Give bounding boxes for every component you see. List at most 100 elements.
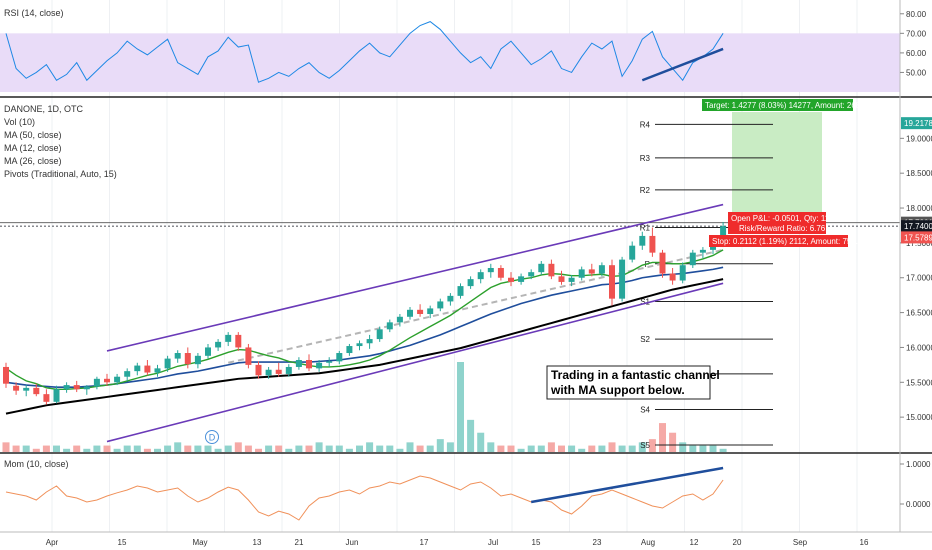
candle-body[interactable] bbox=[23, 387, 30, 391]
candle-body[interactable] bbox=[83, 386, 90, 390]
annotation-box[interactable]: Trading in a fantastic channel with MA s… bbox=[546, 365, 720, 400]
candle-body[interactable] bbox=[346, 346, 353, 354]
candle-body[interactable] bbox=[528, 272, 535, 277]
candle-body[interactable] bbox=[33, 387, 40, 395]
candle-body[interactable] bbox=[73, 385, 80, 390]
momentum-panel[interactable]: Mom (10, close) bbox=[4, 459, 724, 521]
candle-body[interactable] bbox=[669, 273, 676, 281]
candle-body[interactable] bbox=[629, 245, 636, 260]
candle-body[interactable] bbox=[144, 365, 151, 373]
price-badge[interactable] bbox=[901, 231, 932, 244]
candle-body[interactable] bbox=[93, 378, 100, 387]
candle-body[interactable] bbox=[598, 265, 605, 274]
position-labels[interactable]: Target: 1.4277 (8.03%) 14277, Amount: 26… bbox=[702, 99, 876, 247]
candle-body[interactable] bbox=[649, 235, 656, 253]
candle-body[interactable] bbox=[235, 334, 242, 348]
target-label-box[interactable] bbox=[702, 99, 853, 111]
stop-label-box[interactable] bbox=[709, 235, 848, 247]
candle-body[interactable] bbox=[467, 279, 474, 287]
mom-tick-label: 1.0000 bbox=[906, 460, 931, 469]
candle-body[interactable] bbox=[63, 385, 70, 390]
candle-body[interactable] bbox=[225, 334, 232, 342]
candle-body[interactable] bbox=[427, 308, 434, 314]
candle-body[interactable] bbox=[588, 269, 595, 274]
price-axis[interactable]: 80.00 70.00 60.00 50.00 19.0000 18.5000 18.000… bbox=[900, 10, 932, 509]
candle-body[interactable] bbox=[336, 353, 343, 362]
volume-bar bbox=[568, 445, 576, 452]
price-badge[interactable] bbox=[901, 220, 932, 233]
candle-body[interactable] bbox=[437, 301, 444, 309]
trend-dashed-line[interactable] bbox=[227, 248, 724, 364]
candle-body[interactable] bbox=[538, 263, 545, 273]
candle-body[interactable] bbox=[215, 341, 222, 348]
candle-body[interactable] bbox=[457, 286, 464, 296]
candle-body[interactable] bbox=[306, 359, 312, 369]
candle-body[interactable] bbox=[104, 378, 110, 383]
candle-body[interactable] bbox=[699, 249, 706, 253]
candle-body[interactable] bbox=[114, 376, 121, 383]
channel-upper-line[interactable] bbox=[106, 203, 724, 352]
candle-body[interactable] bbox=[164, 358, 171, 369]
price-tick-label: 17.0000 bbox=[906, 274, 932, 283]
candle-body[interactable] bbox=[376, 329, 383, 340]
candle-body[interactable] bbox=[548, 263, 555, 277]
candle-body[interactable] bbox=[3, 366, 9, 384]
candle-body[interactable] bbox=[154, 368, 161, 373]
open-pnl-box[interactable] bbox=[728, 212, 826, 234]
candle-body[interactable] bbox=[13, 385, 20, 391]
rsi-panel[interactable]: RSI (14, close) bbox=[0, 8, 900, 92]
candle-body[interactable] bbox=[710, 245, 716, 250]
candle-body[interactable] bbox=[558, 276, 565, 282]
candle-body[interactable] bbox=[497, 267, 504, 278]
momentum-trendline[interactable] bbox=[530, 466, 724, 504]
ma26-line bbox=[5, 266, 724, 388]
candle-body[interactable] bbox=[609, 265, 615, 299]
target-zone[interactable] bbox=[732, 112, 822, 223]
candle-body[interactable] bbox=[134, 365, 141, 372]
candle-body[interactable] bbox=[285, 366, 292, 374]
volume-bar bbox=[315, 442, 323, 452]
candle-body[interactable] bbox=[619, 259, 626, 299]
candle-body[interactable] bbox=[407, 309, 413, 317]
candle-body[interactable] bbox=[316, 362, 323, 369]
candle-body[interactable] bbox=[295, 359, 302, 367]
time-tick-label: 15 bbox=[532, 538, 541, 547]
candle-body[interactable] bbox=[174, 353, 181, 359]
candle-body[interactable] bbox=[366, 339, 373, 344]
candle-body[interactable] bbox=[205, 347, 211, 356]
channel-lower-line[interactable] bbox=[106, 282, 724, 443]
candle-body[interactable] bbox=[326, 361, 333, 363]
time-axis[interactable]: Apr 15 May 13 21 Jun 17 Jul 15 23 Aug 12 20 Sep 16 bbox=[46, 538, 869, 547]
candle-body[interactable] bbox=[518, 276, 525, 282]
candle-body[interactable] bbox=[508, 277, 514, 282]
candle-body[interactable] bbox=[447, 295, 454, 302]
candle-body[interactable] bbox=[487, 267, 494, 273]
rsi-trendline[interactable] bbox=[641, 47, 724, 82]
volume-bar bbox=[416, 445, 424, 452]
main-panel[interactable]: R4R3R2R1PS1S2S3S4S5 DANONE, 1D, OTC Vol … bbox=[0, 99, 900, 452]
candle-body[interactable] bbox=[659, 252, 666, 274]
candle-body[interactable] bbox=[265, 369, 272, 376]
event-badge[interactable]: D bbox=[205, 430, 219, 444]
candle-body[interactable] bbox=[184, 353, 191, 365]
time-tick-label: 20 bbox=[733, 538, 742, 547]
candle-body[interactable] bbox=[689, 252, 696, 266]
candle-body[interactable] bbox=[356, 343, 363, 347]
candle-body[interactable] bbox=[53, 389, 60, 402]
candle-body[interactable] bbox=[477, 272, 484, 280]
candle-body[interactable] bbox=[396, 316, 403, 323]
candle-body[interactable] bbox=[43, 394, 50, 402]
candle-body[interactable] bbox=[124, 371, 131, 377]
price-badge[interactable] bbox=[901, 117, 932, 130]
candle-body[interactable] bbox=[245, 347, 252, 365]
candle-body[interactable] bbox=[194, 355, 201, 365]
candle-body[interactable] bbox=[275, 369, 282, 374]
candle-body[interactable] bbox=[386, 322, 393, 330]
candle-body[interactable] bbox=[578, 269, 585, 278]
candle-body[interactable] bbox=[639, 235, 646, 246]
candle-body[interactable] bbox=[679, 265, 686, 281]
candle-body[interactable] bbox=[255, 364, 262, 376]
candle-body[interactable] bbox=[568, 277, 575, 282]
candle-body[interactable] bbox=[417, 309, 424, 314]
